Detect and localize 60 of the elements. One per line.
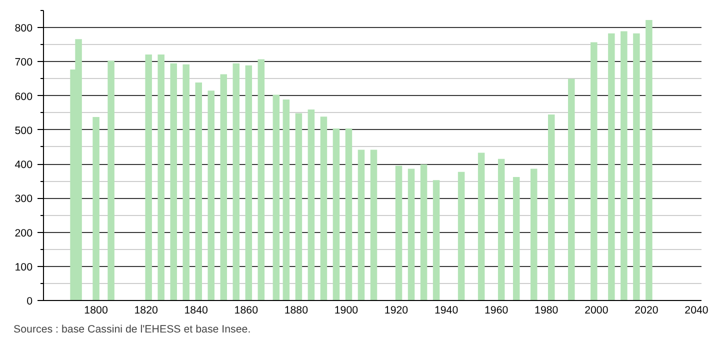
x-tick-label: 1840 xyxy=(184,304,208,316)
x-tick-label: 1940 xyxy=(434,304,458,316)
bar xyxy=(646,20,652,300)
bar xyxy=(308,109,315,300)
bar xyxy=(358,150,365,300)
x-tick-label: 1880 xyxy=(284,304,308,316)
bar xyxy=(478,152,485,300)
bar xyxy=(590,42,598,300)
x-tick-label: 2040 xyxy=(684,304,708,316)
bar xyxy=(320,116,328,300)
bar xyxy=(158,54,164,300)
x-tick-label: 1820 xyxy=(134,304,158,316)
bar xyxy=(145,54,152,300)
bar xyxy=(195,82,202,300)
bar xyxy=(92,116,100,300)
bar xyxy=(220,74,228,300)
y-tick-label: 500 xyxy=(14,124,33,137)
bar xyxy=(332,128,340,300)
x-tick-label: 1960 xyxy=(484,304,508,316)
bar xyxy=(258,59,265,300)
bar xyxy=(370,150,378,300)
x-tick-label: 1900 xyxy=(334,304,358,316)
bar xyxy=(620,31,628,300)
bar xyxy=(548,114,555,300)
y-tick-label: 200 xyxy=(14,227,33,240)
bar xyxy=(458,172,465,300)
bar xyxy=(232,63,240,300)
y-tick-label: 600 xyxy=(14,90,33,103)
x-tick-label: 2000 xyxy=(584,304,608,316)
x-tick-label: 2020 xyxy=(634,304,658,316)
bar xyxy=(108,60,114,300)
bar xyxy=(182,64,190,300)
bar xyxy=(420,164,428,300)
y-tick-label: 800 xyxy=(14,22,33,35)
bar xyxy=(568,78,575,300)
bar xyxy=(498,158,505,300)
y-tick-label: 300 xyxy=(14,193,33,206)
bar xyxy=(530,168,538,300)
y-tick-label: 0 xyxy=(26,296,33,308)
y-tick-label: 400 xyxy=(14,159,33,172)
y-tick-label: 100 xyxy=(14,261,33,274)
bar xyxy=(395,166,402,300)
bar xyxy=(282,100,290,300)
bar xyxy=(170,63,177,300)
bar xyxy=(245,65,252,300)
x-tick-label: 1860 xyxy=(234,304,258,316)
bar xyxy=(512,176,520,300)
x-tick-label: 1920 xyxy=(384,304,408,316)
bar xyxy=(608,33,615,300)
y-tick-label: 700 xyxy=(14,56,33,69)
bar xyxy=(295,113,302,300)
x-tick-label: 1980 xyxy=(534,304,558,316)
bar xyxy=(208,90,215,300)
bar xyxy=(272,94,280,300)
source-note: Sources : base Cassini de l'EHESS et base Insee. xyxy=(14,324,251,336)
bar xyxy=(633,33,640,300)
x-tick-label: 1800 xyxy=(84,304,108,316)
bar xyxy=(432,180,440,300)
bar xyxy=(345,128,352,300)
bar xyxy=(408,168,415,300)
